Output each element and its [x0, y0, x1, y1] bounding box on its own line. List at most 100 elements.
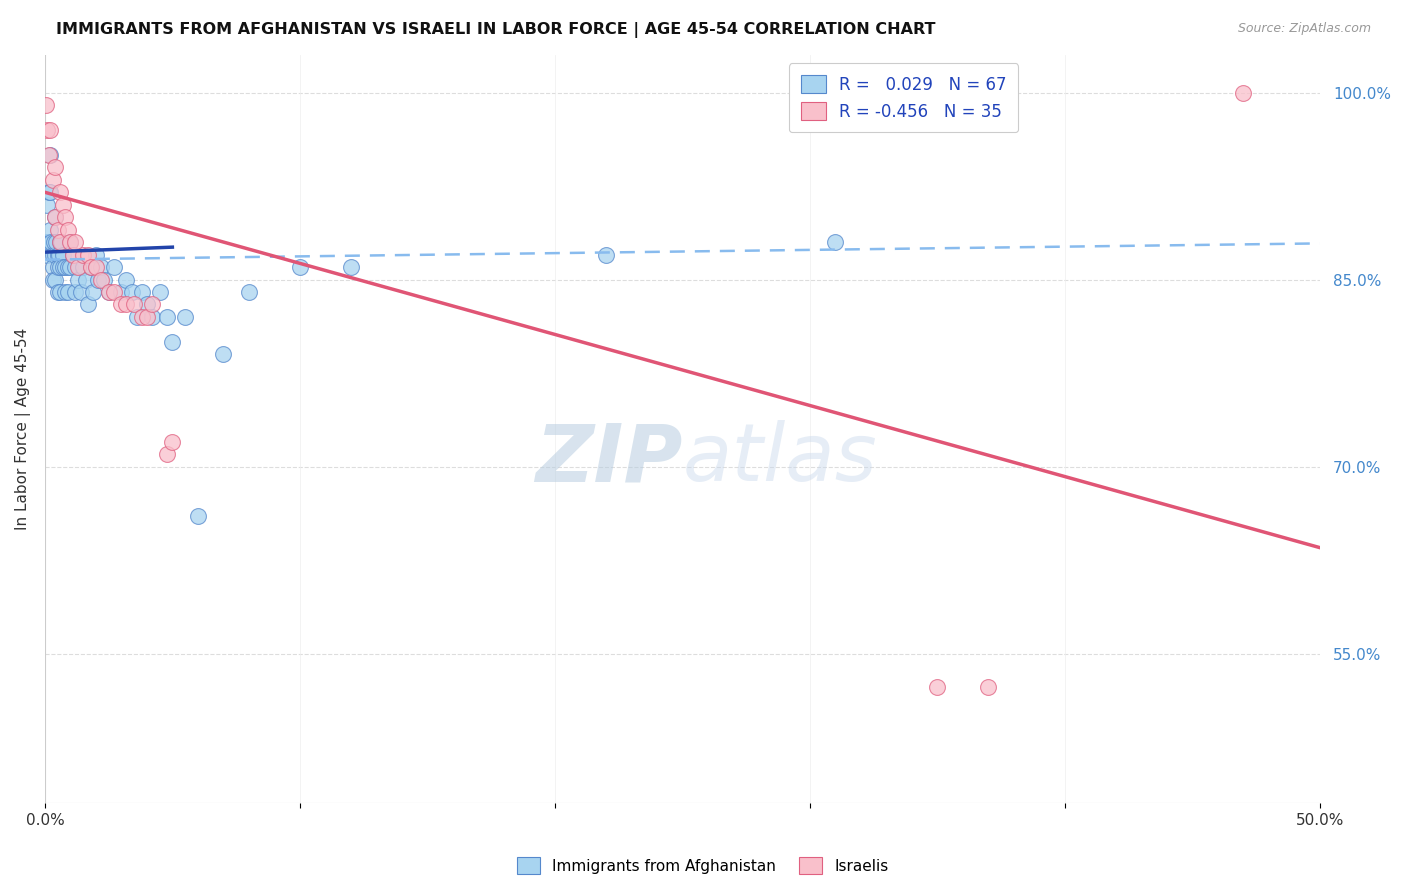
Point [46, 223, 69, 237]
Point [65, 235, 87, 249]
Point [45, 235, 67, 249]
Point [340, 260, 363, 274]
Point [212, 347, 235, 361]
Point [49, 260, 72, 274]
Legend: R =   0.029   N = 67, R = -0.456   N = 35: R = 0.029 N = 67, R = -0.456 N = 35 [789, 63, 1018, 133]
Point [51, 235, 73, 249]
Point [49, 285, 72, 299]
Point [37, 247, 59, 261]
Point [238, 285, 260, 299]
Point [44, 247, 66, 261]
Point [37, 123, 59, 137]
Point [52, 247, 75, 261]
Point [39, 123, 62, 137]
Point [103, 285, 125, 299]
Point [97, 285, 120, 299]
Point [52, 198, 75, 212]
Point [62, 247, 84, 261]
Point [52, 260, 75, 274]
Text: atlas: atlas [682, 420, 877, 498]
Point [35, 98, 58, 112]
Point [82, 285, 104, 299]
Text: ZIP: ZIP [534, 420, 682, 498]
Point [62, 247, 84, 261]
Point [125, 310, 148, 324]
Point [122, 297, 145, 311]
Point [39, 223, 62, 237]
Point [110, 297, 132, 311]
Point [44, 161, 66, 175]
Point [115, 272, 138, 286]
Point [65, 285, 87, 299]
Point [131, 310, 153, 324]
Point [38, 235, 60, 249]
Point [288, 260, 311, 274]
Point [121, 285, 143, 299]
Point [49, 235, 72, 249]
Y-axis label: In Labor Force | Age 45-54: In Labor Force | Age 45-54 [15, 328, 31, 531]
Point [141, 297, 163, 311]
Point [115, 297, 138, 311]
Point [90, 272, 112, 286]
Point [48, 247, 70, 261]
Point [67, 260, 90, 274]
Point [75, 272, 97, 286]
Point [56, 223, 79, 237]
Point [69, 285, 91, 299]
Point [103, 260, 125, 274]
Point [39, 186, 62, 200]
Point [56, 285, 79, 299]
Point [174, 310, 197, 324]
Point [44, 272, 66, 286]
Point [162, 434, 184, 449]
Point [72, 247, 94, 261]
Point [46, 285, 69, 299]
Point [67, 272, 90, 286]
Point [97, 285, 120, 299]
Point [84, 260, 107, 274]
Point [131, 285, 153, 299]
Point [49, 235, 72, 249]
Point [44, 211, 66, 225]
Point [53, 260, 76, 274]
Point [77, 247, 100, 261]
Point [824, 235, 846, 249]
Point [53, 285, 76, 299]
Point [156, 447, 179, 461]
Text: IMMIGRANTS FROM AFGHANISTAN VS ISRAELI IN LABOR FORCE | AGE 45-54 CORRELATION CH: IMMIGRANTS FROM AFGHANISTAN VS ISRAELI I… [56, 22, 936, 38]
Point [41, 272, 63, 286]
Point [87, 272, 110, 286]
Point [977, 680, 1000, 694]
Point [39, 148, 62, 162]
Point [37, 198, 59, 212]
Text: Source: ZipAtlas.com: Source: ZipAtlas.com [1237, 22, 1371, 36]
Point [53, 211, 76, 225]
Point [38, 148, 60, 162]
Point [135, 310, 157, 324]
Point [41, 173, 63, 187]
Point [59, 235, 82, 249]
Point [156, 310, 179, 324]
Point [41, 260, 63, 274]
Point [72, 260, 94, 274]
Point [80, 260, 103, 274]
Point [187, 509, 209, 524]
Point [927, 680, 949, 694]
Point [46, 247, 69, 261]
Point [46, 260, 69, 274]
Point [38, 186, 60, 200]
Point [84, 247, 107, 261]
Point [595, 247, 617, 261]
Point [80, 260, 103, 274]
Point [93, 272, 115, 286]
Point [135, 297, 157, 311]
Point [44, 211, 66, 225]
Point [59, 260, 82, 274]
Point [41, 247, 63, 261]
Point [39, 235, 62, 249]
Point [1232, 86, 1254, 100]
Legend: Immigrants from Afghanistan, Israelis: Immigrants from Afghanistan, Israelis [512, 851, 894, 880]
Point [90, 260, 112, 274]
Point [77, 297, 100, 311]
Point [59, 235, 82, 249]
